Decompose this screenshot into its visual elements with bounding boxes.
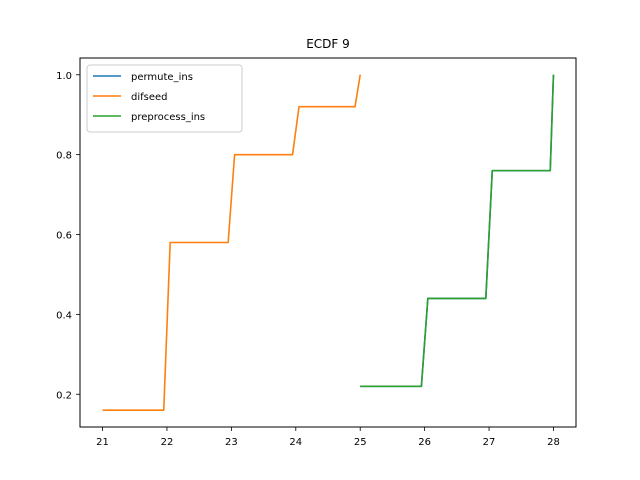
y-tick-label: 0.4 [56, 310, 72, 321]
x-tick-label: 25 [354, 437, 367, 448]
chart-title: ECDF 9 [306, 37, 350, 51]
y-tick-label: 1.0 [56, 71, 72, 82]
series-line-permute_ins [360, 74, 555, 388]
x-tick-label: 26 [418, 437, 431, 448]
legend-label-preprocess_ins: preprocess_ins [131, 112, 205, 123]
x-tick-label: 21 [96, 437, 109, 448]
legend-label-permute_ins: permute_ins [131, 72, 193, 83]
series-line-difseed [102, 74, 361, 412]
y-tick-label: 0.6 [56, 231, 72, 242]
y-axis-ticks: 0.2 0.4 0.6 0.8 1.0 [56, 71, 80, 401]
y-tick-label: 0.8 [56, 151, 72, 162]
x-tick-label: 23 [225, 437, 238, 448]
x-tick-label: 22 [161, 437, 174, 448]
x-axis-ticks: 21 22 23 24 25 26 27 28 [96, 427, 560, 448]
legend-box [86, 64, 243, 133]
plot-series-group [102, 74, 555, 412]
x-tick-label: 27 [483, 437, 496, 448]
legend-label-difseed: difseed [131, 92, 168, 103]
plot-area-frame [79, 57, 577, 428]
axes-frame [79, 57, 577, 428]
series-line-preprocess_ins [360, 74, 555, 388]
x-tick-label: 24 [289, 437, 302, 448]
y-tick-label: 0.2 [56, 390, 72, 401]
x-tick-label: 28 [547, 437, 560, 448]
